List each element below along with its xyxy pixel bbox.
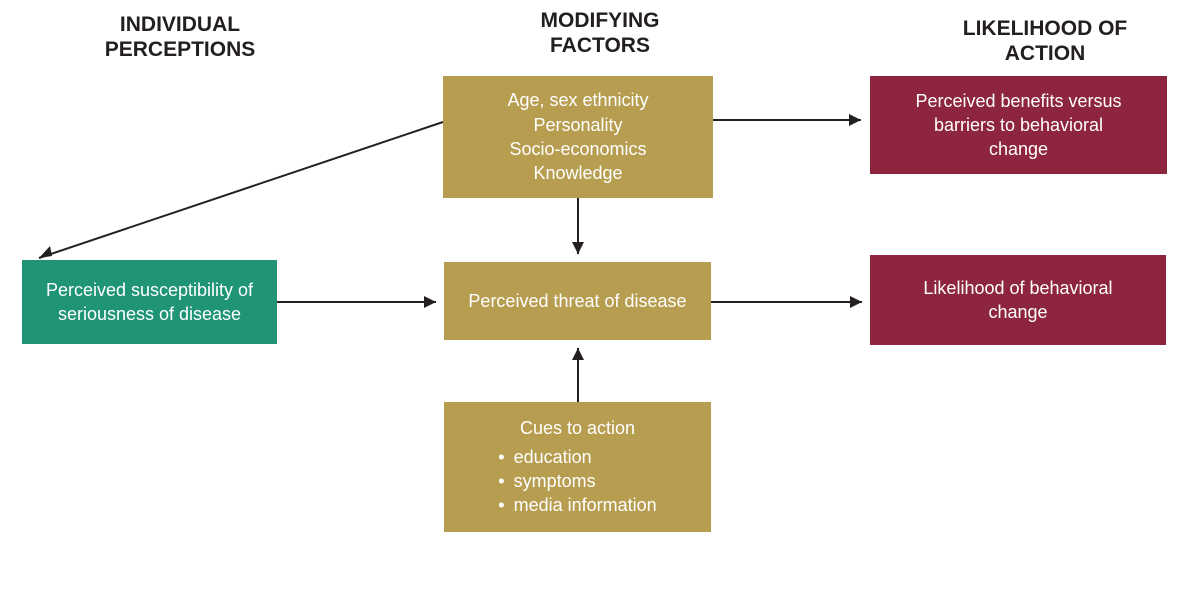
header-likelihood-action: LIKELIHOOD OF ACTION — [930, 16, 1160, 66]
box-perceived-threat: Perceived threat of disease — [444, 262, 711, 340]
header-modifying-factors: MODIFYING FACTORS — [500, 8, 700, 58]
arrow-line — [39, 122, 443, 258]
header-text: FACTORS — [550, 34, 650, 57]
box-text-line: Personality — [533, 113, 622, 137]
arrow-head — [850, 296, 862, 308]
box-text-line: Perceived threat of disease — [468, 289, 686, 313]
bullet-item: media information — [498, 493, 656, 517]
arrow-head — [424, 296, 436, 308]
box-text-line: Perceived susceptibility of — [46, 278, 253, 302]
box-cues-to-action: Cues to action educationsymptomsmedia inf… — [444, 402, 711, 532]
bullet-item: symptoms — [498, 469, 656, 493]
box-susceptibility: Perceived susceptibility ofseriousness o… — [22, 260, 277, 344]
box-title: Cues to action — [520, 416, 635, 440]
box-text-line: Perceived benefits versus — [915, 89, 1121, 113]
box-text-line: Likelihood of behavioral — [923, 276, 1112, 300]
box-text-line: Knowledge — [533, 161, 622, 185]
box-text-line: Socio-economics — [509, 137, 646, 161]
header-text: MODIFYING — [541, 9, 660, 32]
box-text-line: Age, sex ethnicity — [507, 88, 648, 112]
header-text: PERCEPTIONS — [105, 38, 256, 61]
box-text-line: seriousness of disease — [58, 302, 241, 326]
arrow-head — [849, 114, 861, 126]
box-modifying-factors: Age, sex ethnicityPersonalitySocio-econo… — [443, 76, 713, 198]
header-text: INDIVIDUAL — [120, 13, 240, 36]
header-text: ACTION — [1005, 42, 1086, 65]
box-likelihood-change: Likelihood of behavioralchange — [870, 255, 1166, 345]
box-text-line: change — [989, 137, 1048, 161]
arrow-head — [572, 348, 584, 360]
bullet-list: educationsymptomsmedia information — [498, 445, 656, 518]
health-belief-diagram: INDIVIDUAL PERCEPTIONS MODIFYING FACTORS… — [0, 0, 1198, 606]
arrow-head — [39, 246, 52, 258]
box-perceived-benefits: Perceived benefits versusbarriers to beh… — [870, 76, 1167, 174]
arrow-head — [572, 242, 584, 254]
box-text-line: change — [988, 300, 1047, 324]
header-text: LIKELIHOOD OF — [963, 17, 1128, 40]
bullet-item: education — [498, 445, 656, 469]
box-text-line: barriers to behavioral — [934, 113, 1103, 137]
header-individual-perceptions: INDIVIDUAL PERCEPTIONS — [65, 12, 295, 62]
